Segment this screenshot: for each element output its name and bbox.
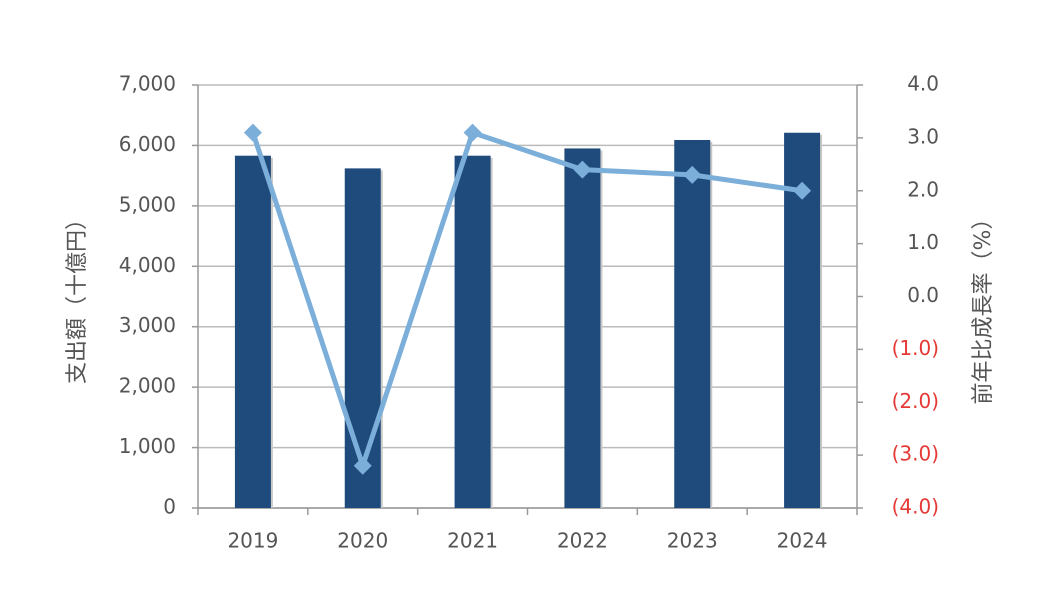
y2-tick-label: 2.0: [907, 177, 939, 201]
y2-tick-label: 3.0: [907, 124, 939, 148]
line-marker: [353, 456, 372, 475]
y2-axis-title: 前年比成長率（%）: [971, 208, 996, 405]
line-marker: [463, 123, 482, 142]
line-marker: [243, 123, 262, 142]
line-marker: [573, 160, 592, 179]
x-tick-label: 2022: [557, 529, 608, 553]
x-tick-label: 2020: [337, 529, 388, 553]
y-tick-label: 5,000: [119, 192, 176, 216]
bar: [454, 155, 491, 509]
y2-tick-label: 0.0: [907, 283, 939, 307]
y2-tick-label: (3.0): [892, 442, 939, 466]
y-tick-label: 2,000: [119, 374, 176, 398]
bar: [564, 148, 601, 508]
y2-tick-label: 4.0: [907, 72, 939, 96]
y2-tick-label: (1.0): [892, 336, 939, 360]
y-tick-label: 6,000: [119, 132, 176, 156]
line-marker: [683, 165, 702, 184]
x-tick-label: 2021: [447, 529, 498, 553]
x-tick-label: 2019: [227, 529, 278, 553]
y-tick-label: 0: [163, 495, 176, 519]
y-tick-label: 7,000: [119, 72, 176, 96]
y-tick-label: 4,000: [119, 253, 176, 277]
y2-tick-label: 1.0: [907, 230, 939, 254]
bar: [234, 155, 271, 509]
x-tick-label: 2024: [777, 529, 828, 553]
y2-tick-label: (4.0): [892, 495, 939, 519]
x-tick-label: 2023: [667, 529, 718, 553]
bar: [674, 139, 711, 509]
line-marker: [793, 181, 812, 200]
y-tick-label: 1,000: [119, 434, 176, 458]
y-tick-label: 3,000: [119, 313, 176, 337]
line: [250, 130, 803, 469]
bar: [344, 168, 381, 509]
y-axis-title: 支出額（十億円）: [65, 208, 90, 384]
y2-tick-label: (2.0): [892, 389, 939, 413]
